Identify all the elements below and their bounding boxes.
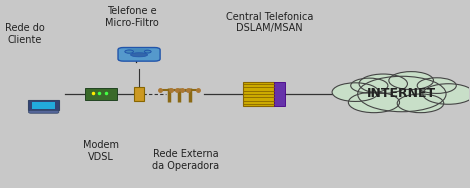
FancyBboxPatch shape <box>40 109 47 110</box>
Ellipse shape <box>423 84 470 104</box>
Ellipse shape <box>125 50 133 53</box>
FancyBboxPatch shape <box>274 82 285 106</box>
FancyBboxPatch shape <box>118 48 160 61</box>
Ellipse shape <box>359 74 407 93</box>
Text: Modem
VDSL: Modem VDSL <box>83 140 119 162</box>
FancyBboxPatch shape <box>85 88 117 100</box>
Ellipse shape <box>389 72 433 89</box>
Text: Rede Externa
da Operadora: Rede Externa da Operadora <box>152 149 219 171</box>
Ellipse shape <box>348 92 400 113</box>
FancyBboxPatch shape <box>29 110 59 113</box>
Text: Telefone e
Micro-Filtro: Telefone e Micro-Filtro <box>105 6 159 28</box>
Text: Central Telefonica
DSLAM/MSAN: Central Telefonica DSLAM/MSAN <box>226 12 313 33</box>
Ellipse shape <box>358 76 446 112</box>
Ellipse shape <box>131 53 148 57</box>
Ellipse shape <box>332 83 379 102</box>
Text: Rede do
Cliente: Rede do Cliente <box>5 24 45 45</box>
Ellipse shape <box>144 50 151 53</box>
Ellipse shape <box>397 94 444 113</box>
Ellipse shape <box>417 78 456 93</box>
FancyBboxPatch shape <box>32 102 55 109</box>
Ellipse shape <box>351 78 388 93</box>
FancyBboxPatch shape <box>243 82 274 106</box>
FancyBboxPatch shape <box>134 87 144 101</box>
Text: INTERNET: INTERNET <box>367 87 437 101</box>
FancyBboxPatch shape <box>37 110 51 111</box>
FancyBboxPatch shape <box>28 100 59 110</box>
